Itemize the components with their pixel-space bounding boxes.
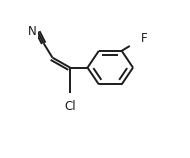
Text: N: N xyxy=(28,25,37,38)
Text: F: F xyxy=(141,32,148,45)
Text: Cl: Cl xyxy=(64,100,76,113)
